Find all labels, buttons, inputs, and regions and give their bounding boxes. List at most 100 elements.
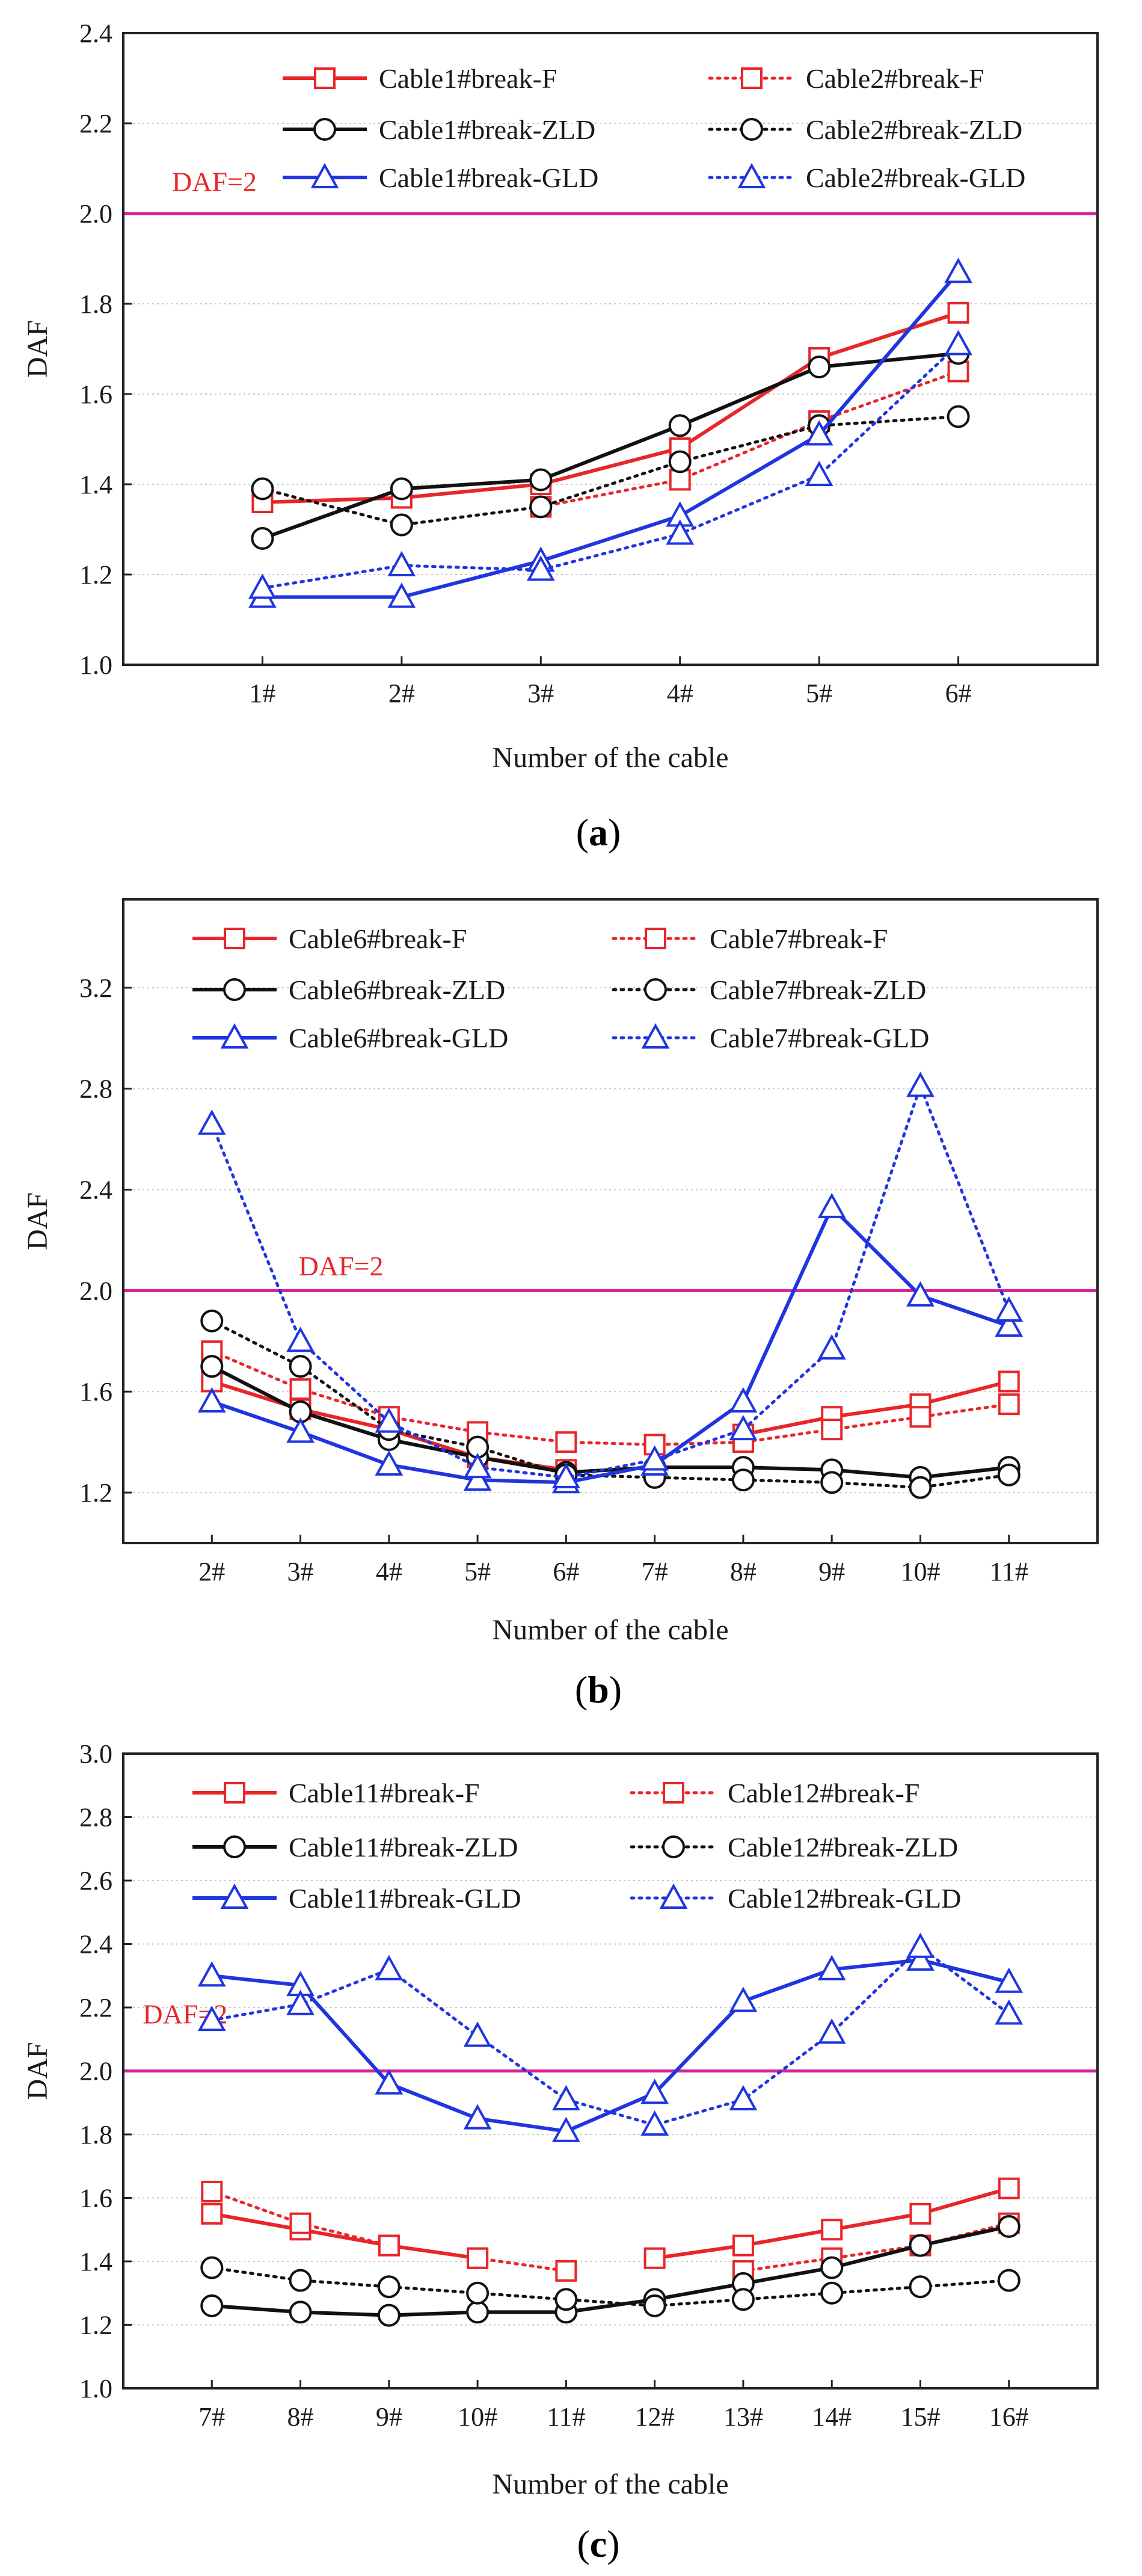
y-tick-label: 1.2 xyxy=(79,2311,112,2340)
y-tick-label: 2.0 xyxy=(79,1276,112,1305)
x-tick-label: 15# xyxy=(900,2402,940,2432)
legend-marker-Cable1#break-GLD xyxy=(310,162,339,188)
series-line-Cable2#break-ZLD xyxy=(260,415,960,527)
y-tick-label: 1.8 xyxy=(79,2120,112,2149)
x-tick-label: 9# xyxy=(818,1557,845,1586)
data-point-Cable7#break-ZLD xyxy=(731,1468,755,1492)
data-point-Cable12#break-ZLD xyxy=(554,2288,578,2311)
panel-b: 1.2 1.6 2.0 2.4 2.8 3.2 2# 3# 4# 5# 6# 7# 8# 9# 10# 11#… xyxy=(0,866,1142,1721)
data-point-Cable12#break-GLD xyxy=(197,2005,226,2032)
x-tick-label: 7# xyxy=(642,1557,668,1586)
data-point-Cable11#break-ZLD xyxy=(820,2256,844,2279)
data-point-Cable7#break-ZLD xyxy=(200,1309,224,1333)
data-point-Cable12#break-ZLD xyxy=(377,2275,401,2299)
legend-label: Cable12#break-F xyxy=(728,1778,919,1808)
data-point-Cable11#break-F xyxy=(201,2202,223,2225)
legend-label: Cable7#break-F xyxy=(710,923,888,954)
legend-label: Cable6#break-F xyxy=(289,923,467,954)
data-point-Cable12#break-GLD xyxy=(729,2085,758,2110)
series-line-Cable2#break-GLD xyxy=(260,343,960,590)
series-line-Cable12#break-GLD xyxy=(210,1945,1011,2127)
legend-marker-Cable2#break-GLD xyxy=(737,162,766,188)
data-point-Cable6#break-GLD xyxy=(375,1450,404,1476)
legend-marker-Cable12#break-ZLD xyxy=(662,1835,685,1858)
legend-marker-Cable6#break-ZLD xyxy=(223,978,246,1001)
y-tick-label: 3.0 xyxy=(79,1739,112,1769)
x-tick-label: 6# xyxy=(553,1557,579,1586)
x-tick-label: 9# xyxy=(376,2402,402,2432)
data-point-Cable11#break-GLD xyxy=(640,2078,669,2104)
legend-marker-Cable7#break-ZLD xyxy=(644,978,667,1001)
y-tick-label: 2.2 xyxy=(79,109,112,138)
legend-marker-Cable11#break-F xyxy=(224,1782,245,1804)
y-tick-label: 2.4 xyxy=(79,19,112,48)
data-point-Cable7#break-GLD xyxy=(375,1407,404,1433)
data-point-Cable1#break-GLD xyxy=(944,257,972,283)
chart-b-svg: 1.2 1.6 2.0 2.4 2.8 3.2 2# 3# 4# 5# 6# 7# 8# 9# 10# 11#… xyxy=(22,898,1099,1711)
data-point-Cable7#break-ZLD xyxy=(820,1471,844,1494)
y-tick-label: 1.6 xyxy=(79,1377,112,1407)
x-tick-label: 11# xyxy=(547,2402,585,2432)
y-axis-label: DAF xyxy=(22,320,54,378)
series-line-Cable6#break-F xyxy=(743,1379,1010,1437)
data-point-Cable1#break-ZLD xyxy=(390,477,413,501)
x-tick-label: 3# xyxy=(287,1557,314,1586)
y-tick-label: 2.2 xyxy=(79,1993,112,2023)
legend-marker-Cable11#break-ZLD xyxy=(223,1835,246,1858)
data-point-Cable11#break-ZLD xyxy=(289,2300,312,2324)
data-point-Cable2#break-GLD xyxy=(944,330,972,356)
data-point-Cable7#break-GLD xyxy=(729,1415,758,1441)
data-point-Cable1#break-ZLD xyxy=(529,468,553,491)
data-point-Cable11#break-GLD xyxy=(995,1967,1024,1993)
data-point-Cable7#break-ZLD xyxy=(909,1476,932,1499)
data-point-Cable12#break-GLD xyxy=(640,2110,669,2136)
data-point-Cable2#break-GLD xyxy=(526,555,555,581)
data-point-Cable11#break-F xyxy=(998,2177,1020,2199)
data-point-Cable12#break-F xyxy=(555,2260,577,2282)
data-point-Cable12#break-ZLD xyxy=(997,2269,1021,2292)
legend-marker-Cable2#break-F xyxy=(741,67,763,89)
legend-marker-Cable1#break-F xyxy=(314,67,336,89)
x-axis-label: Number of the cable xyxy=(492,2468,728,2500)
data-point-Cable1#break-GLD xyxy=(387,582,416,608)
plot-area xyxy=(123,899,1097,1543)
x-tick-label: 6# xyxy=(945,679,972,708)
data-point-Cable11#break-ZLD xyxy=(909,2234,932,2257)
legend-marker-Cable6#break-GLD xyxy=(220,1023,249,1049)
data-point-Cable6#break-GLD xyxy=(463,1465,492,1491)
y-axis-label: DAF xyxy=(22,2042,54,2100)
legend-marker-Cable6#break-F xyxy=(224,928,245,949)
y-tick-label: 1.2 xyxy=(79,560,112,590)
legend-label: Cable11#break-F xyxy=(289,1778,480,1808)
y-tick-label: 2.0 xyxy=(79,199,112,229)
data-point-Cable11#break-GLD xyxy=(551,2116,580,2142)
data-point-Cable11#break-F xyxy=(643,2247,666,2269)
data-point-Cable12#break-F xyxy=(289,2212,312,2234)
data-point-Cable11#break-GLD xyxy=(729,1986,758,2012)
plot-frame xyxy=(122,1752,1099,2390)
legend-label: Cable2#break-F xyxy=(806,63,984,94)
series-line-Cable11#break-ZLD xyxy=(212,2225,1010,2317)
data-point-Cable1#break-F xyxy=(947,302,969,324)
data-point-Cable7#break-ZLD xyxy=(997,1463,1021,1487)
data-point-Cable6#break-GLD xyxy=(817,1192,846,1218)
data-point-Cable7#break-ZLD xyxy=(289,1355,312,1378)
data-point-Cable7#break-F xyxy=(909,1406,932,1428)
data-point-Cable6#break-ZLD xyxy=(200,1355,224,1378)
x-tick-label: 11# xyxy=(990,1557,1028,1586)
series-line-Cable12#break-F xyxy=(741,2222,1011,2273)
series-line-Cable1#break-GLD xyxy=(262,271,960,599)
data-point-Cable2#break-GLD xyxy=(387,550,416,576)
x-tick-label: 10# xyxy=(900,1557,940,1586)
y-tick-label: 1.6 xyxy=(79,380,112,409)
data-point-Cable12#break-GLD xyxy=(995,1999,1024,2025)
x-tick-label: 8# xyxy=(287,2402,314,2432)
legend-label: Cable12#break-GLD xyxy=(728,1883,961,1914)
data-point-Cable7#break-F xyxy=(289,1378,312,1400)
legend-label: Cable1#break-GLD xyxy=(379,162,598,193)
data-point-Cable11#break-GLD xyxy=(817,1955,846,1980)
series-line-Cable7#break-F xyxy=(210,1349,1011,1446)
data-point-Cable12#break-F xyxy=(378,2234,400,2257)
data-point-Cable7#break-GLD xyxy=(817,1334,846,1360)
y-axis-label: DAF xyxy=(22,1192,54,1250)
